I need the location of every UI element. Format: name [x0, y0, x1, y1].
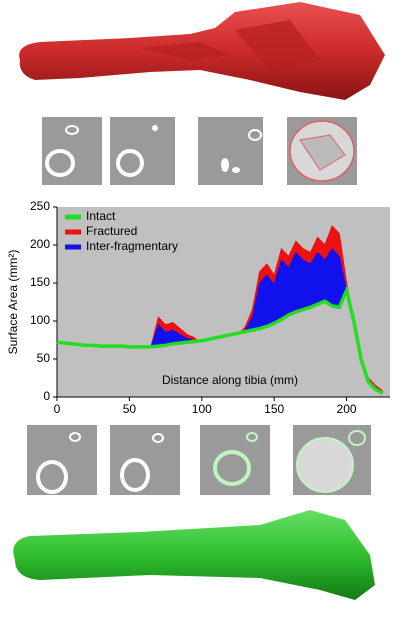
line	[56, 285, 384, 395]
chart: Distance along tibia (mm) Surface Area (…	[6, 199, 390, 416]
y-tick-label: 150	[30, 275, 50, 289]
x-tick-label: 0	[54, 402, 61, 416]
ct-slices-fractured	[42, 117, 357, 185]
y-tick-label: 0	[43, 389, 50, 403]
y-tick-label: 200	[30, 237, 50, 251]
x-tick-label: 150	[264, 402, 284, 416]
fractured-bone-render	[19, 2, 386, 100]
y-tick-label: 250	[30, 199, 50, 213]
y-tick-label: 50	[37, 351, 51, 365]
legend-label: Intact	[86, 209, 116, 223]
y-axis-label: Surface Area (mm²)	[6, 250, 20, 355]
legend-label: Inter-fragmentary	[86, 239, 178, 253]
x-tick-label: 100	[192, 402, 212, 416]
legend-label: Fractured	[86, 224, 137, 238]
intact-bone-render	[13, 510, 376, 600]
y-tick-label: 100	[30, 313, 50, 327]
x-axis-label: Distance along tibia (mm)	[162, 373, 298, 387]
ct-slices-intact	[27, 425, 371, 495]
x-tick-label: 50	[123, 402, 137, 416]
x-tick-label: 200	[337, 402, 357, 416]
